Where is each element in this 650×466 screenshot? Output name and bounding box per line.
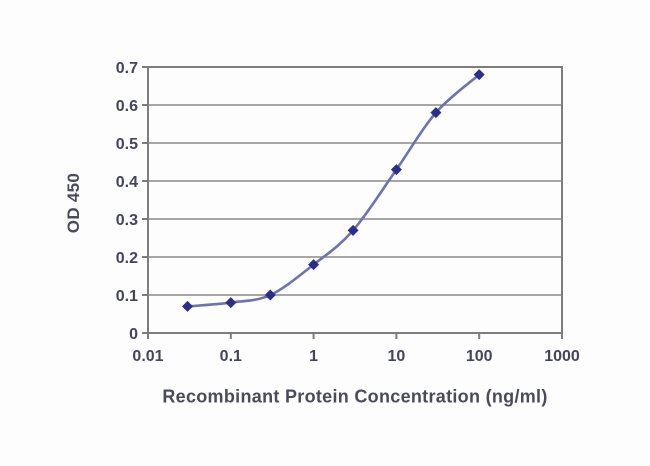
- x-tick-label: 0.1: [220, 348, 242, 365]
- data-point-marker: [182, 300, 194, 312]
- x-tick-label: 1: [309, 348, 318, 365]
- data-point-marker: [390, 164, 402, 176]
- plot-frame: [147, 66, 563, 334]
- y-tick-label: 0.7: [116, 60, 138, 77]
- y-tick-label: 0.6: [116, 98, 138, 115]
- data-point-marker: [264, 289, 276, 301]
- y-tick-label: 0.5: [116, 136, 138, 153]
- x-tick-label: 1000: [544, 348, 580, 365]
- data-point-marker: [430, 107, 442, 119]
- x-tick-label: 100: [466, 348, 493, 365]
- y-axis-title: OD 450: [64, 172, 83, 234]
- y-tick-label: 0.2: [116, 250, 138, 267]
- y-tick-label: 0.4: [116, 174, 138, 191]
- x-tick-label: 10: [388, 348, 406, 365]
- x-axis-title: Recombinant Protein Concentration (ng/ml…: [162, 386, 548, 407]
- data-point-marker: [308, 259, 320, 271]
- data-point-marker: [347, 224, 359, 236]
- data-series-line: [186, 73, 481, 308]
- y-tick-label: 0.3: [116, 212, 138, 229]
- data-point-marker: [473, 69, 485, 81]
- y-tick-label: 0: [129, 326, 138, 343]
- data-point-marker: [225, 297, 237, 309]
- x-tick-label: 0.01: [132, 348, 163, 365]
- y-tick-label: 0.1: [116, 288, 138, 305]
